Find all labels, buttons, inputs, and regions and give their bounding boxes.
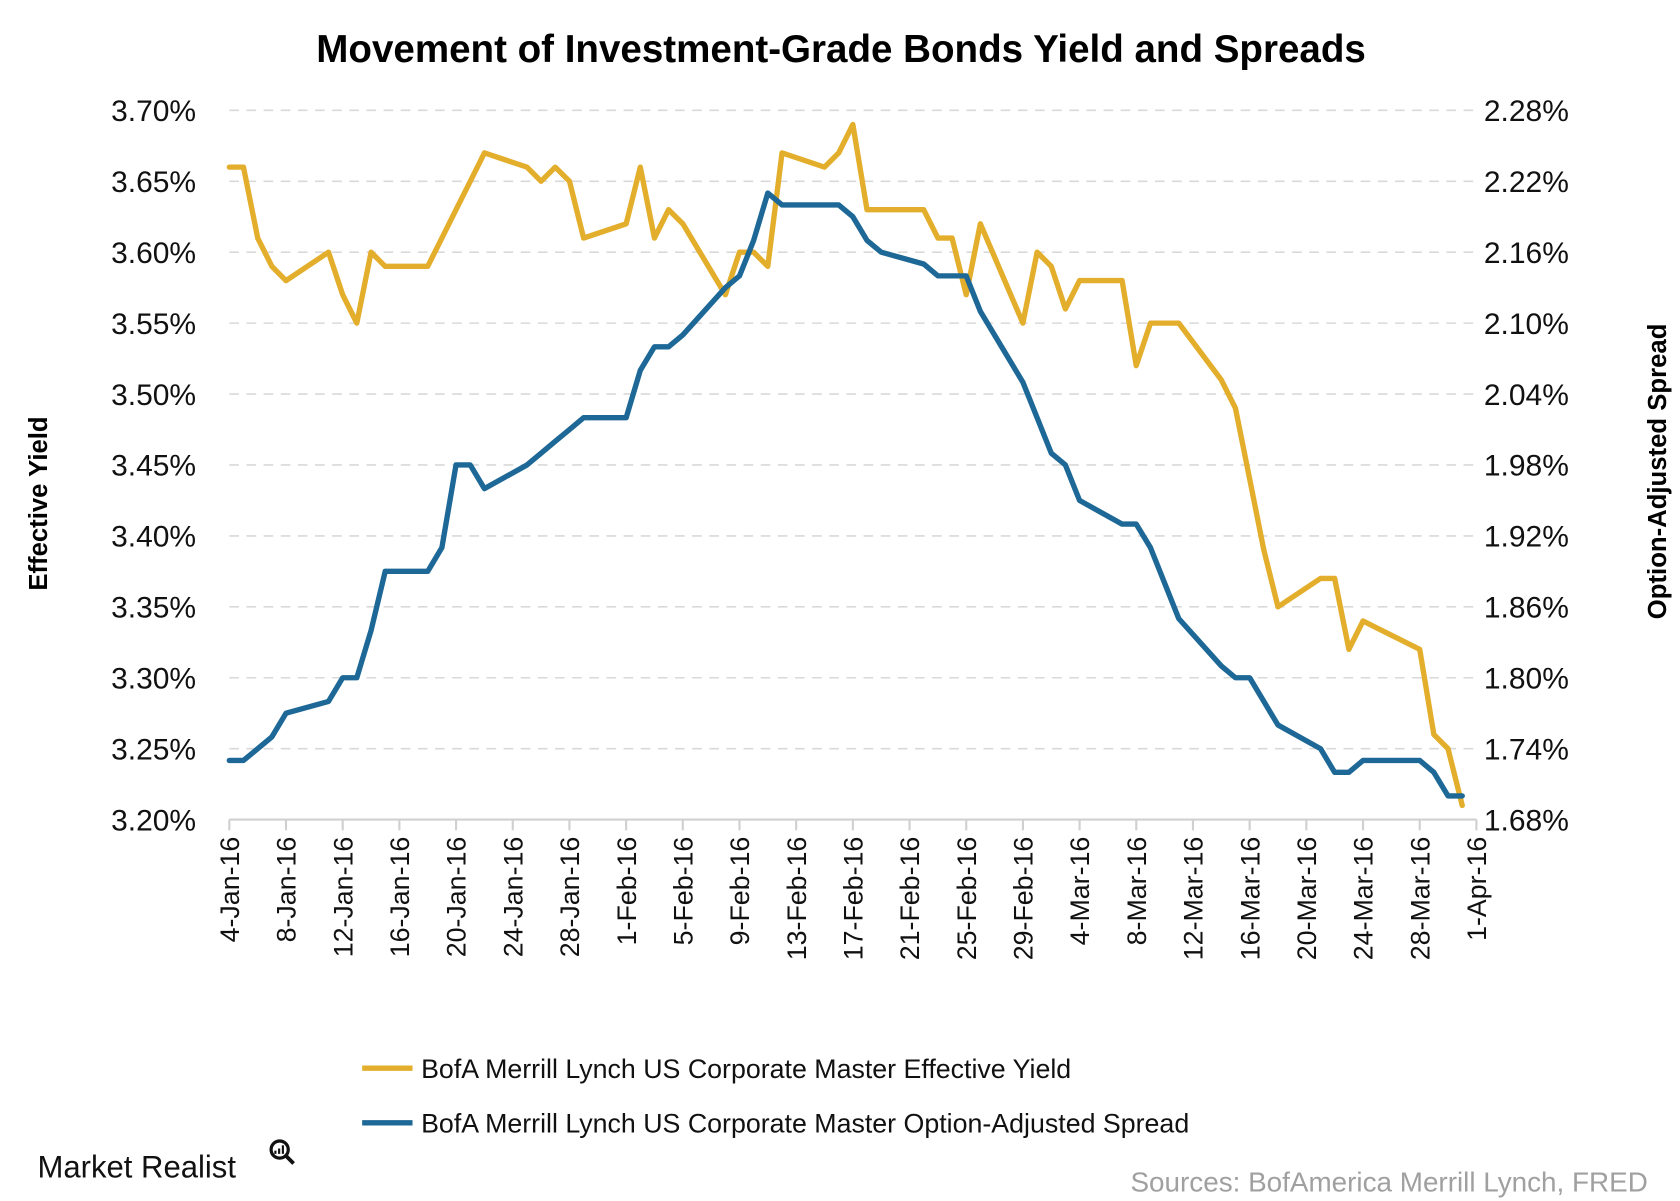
y-left-tick-label: 3.35%: [111, 592, 196, 625]
x-tick-label: 16-Jan-16: [385, 837, 415, 958]
x-axis: 4-Jan-16 8-Jan-16 12-Jan-16 16-Jan-16 20-Jan…: [215, 818, 1492, 960]
x-tick-label: 4-Jan-16: [215, 837, 245, 943]
y-right-tick-label: 1.86%: [1484, 592, 1569, 625]
x-tick-label: 4-Mar-16: [1065, 837, 1095, 946]
y-right-tick-label: 1.80%: [1484, 662, 1569, 695]
y-right-tick-label: 2.22%: [1484, 166, 1569, 199]
y-left-tick-label: 3.60%: [111, 237, 196, 270]
y-axis-left: 3.70% 3.65% 3.60% 3.55% 3.50% 3.45% 3.40% 3.35%…: [111, 95, 196, 837]
logo: Market Realist: [38, 1139, 295, 1184]
x-tick-label: 12-Mar-16: [1179, 837, 1209, 960]
series-lines: [226, 121, 1465, 809]
y-left-tick-label: 3.20%: [111, 804, 196, 837]
y-left-tick-label: 3.55%: [111, 308, 196, 341]
x-tick-label: 28-Jan-16: [555, 837, 585, 958]
x-tick-label: 20-Mar-16: [1292, 837, 1322, 960]
x-tick-label: 25-Feb-16: [952, 837, 982, 960]
x-tick-label: 13-Feb-16: [782, 837, 812, 960]
y-right-tick-label: 2.10%: [1484, 308, 1569, 341]
y-left-tick-label: 3.45%: [111, 450, 196, 483]
y-right-tick-label: 1.68%: [1484, 804, 1569, 837]
x-tick-label: 5-Feb-16: [668, 837, 698, 946]
x-tick-label: 20-Jan-16: [442, 837, 472, 958]
gridlines: [229, 109, 1477, 750]
logo-text: Market Realist: [38, 1149, 237, 1184]
legend-label-yield: BofA Merrill Lynch US Corporate Master E…: [421, 1054, 1071, 1084]
source-note: Sources: BofAmerica Merrill Lynch, FRED: [1130, 1166, 1647, 1197]
chart-title: Movement of Investment-Grade Bonds Yield…: [316, 28, 1366, 71]
y-axis-right-title: Option-Adjusted Spread: [1644, 324, 1672, 620]
y-right-tick-label: 2.04%: [1484, 379, 1569, 412]
y-right-tick-label: 2.28%: [1484, 95, 1569, 128]
x-tick-label: 16-Mar-16: [1235, 837, 1265, 960]
x-tick-label: 28-Mar-16: [1405, 837, 1435, 960]
y-right-tick-label: 2.16%: [1484, 237, 1569, 270]
x-tick-label: 12-Jan-16: [328, 837, 358, 958]
y-left-tick-label: 3.70%: [111, 95, 196, 128]
x-tick-label: 29-Feb-16: [1009, 837, 1039, 960]
x-tick-label: 8-Mar-16: [1122, 837, 1152, 946]
y-axis-left-title: Effective Yield: [25, 416, 53, 590]
series-line-effective-yield: [226, 121, 1465, 809]
x-tick-label: 1-Feb-16: [612, 837, 642, 946]
legend: BofA Merrill Lynch US Corporate Master E…: [362, 1054, 1189, 1138]
y-axis-right: 2.28% 2.22% 2.16% 2.10% 2.04% 1.98% 1.92% 1.86%…: [1484, 95, 1569, 837]
x-tick-label: 9-Feb-16: [725, 837, 755, 946]
y-left-tick-label: 3.50%: [111, 379, 196, 412]
y-right-tick-label: 1.74%: [1484, 733, 1569, 766]
x-tick-label: 1-Apr-16: [1462, 837, 1492, 941]
x-tick-label: 24-Jan-16: [498, 837, 528, 958]
y-left-tick-label: 3.30%: [111, 662, 196, 695]
magnifier-chart-icon: [269, 1139, 295, 1165]
y-left-tick-label: 3.40%: [111, 521, 196, 554]
series-line-option-adjusted-spread: [226, 190, 1465, 799]
x-tick-label: 24-Mar-16: [1349, 837, 1379, 960]
y-left-tick-label: 3.25%: [111, 733, 196, 766]
x-tick-label: 8-Jan-16: [272, 837, 302, 943]
y-right-tick-label: 1.92%: [1484, 521, 1569, 554]
y-left-tick-label: 3.65%: [111, 166, 196, 199]
x-tick-label: 21-Feb-16: [895, 837, 925, 960]
x-tick-label: 17-Feb-16: [838, 837, 868, 960]
y-right-tick-label: 1.98%: [1484, 450, 1569, 483]
legend-label-spread: BofA Merrill Lynch US Corporate Master O…: [421, 1108, 1189, 1138]
